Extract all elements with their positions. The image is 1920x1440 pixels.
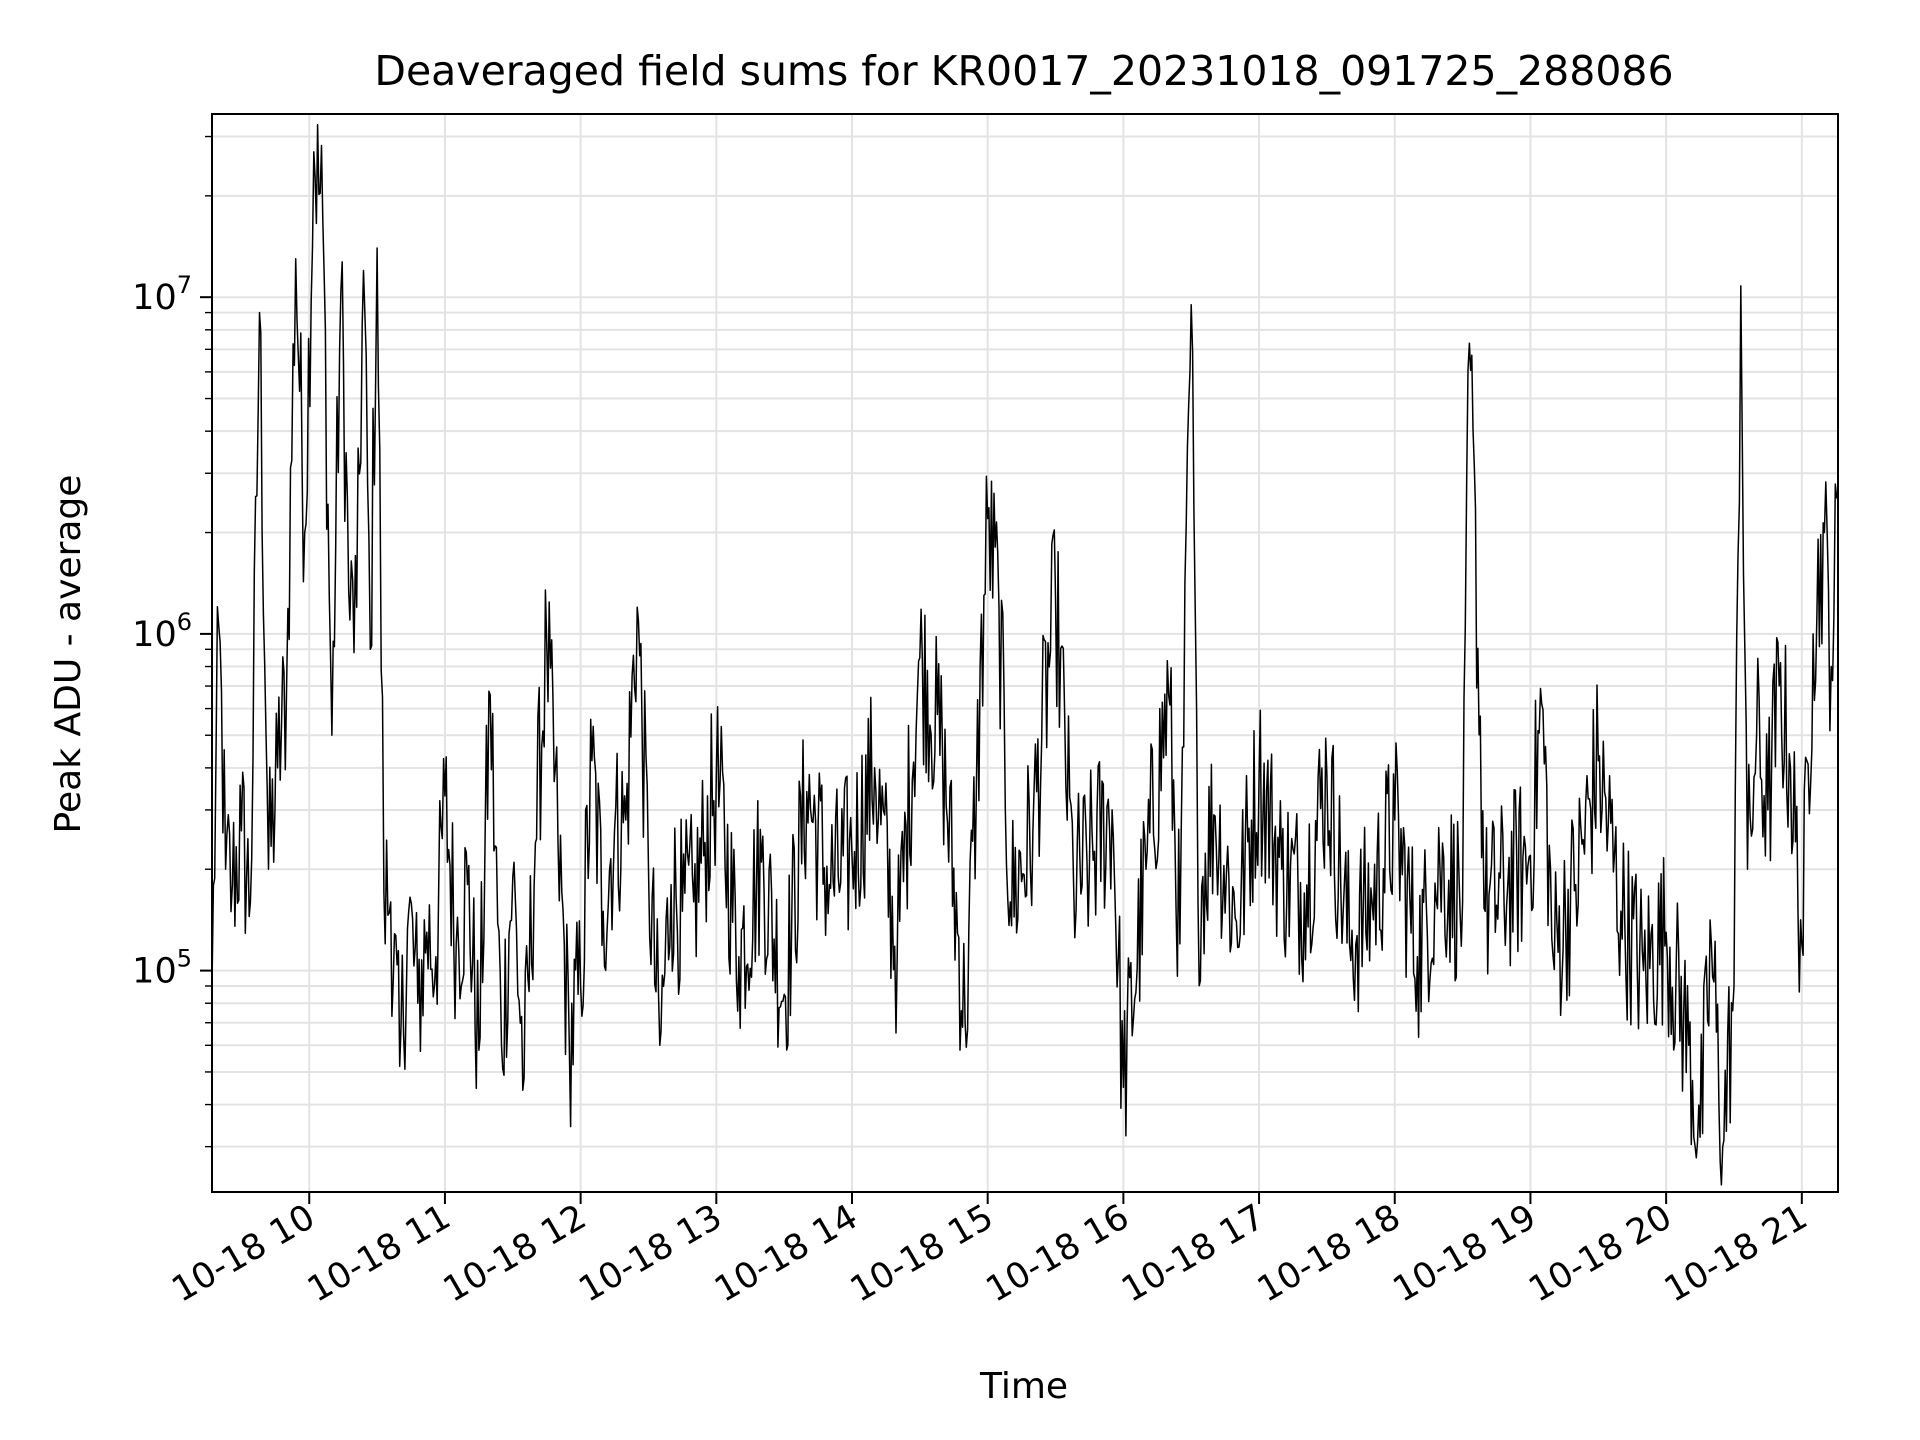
chart-title: Deaveraged field sums for KR0017_2023101… xyxy=(374,47,1673,95)
x-tick-label: 10-18 14 xyxy=(708,1197,864,1310)
x-tick-label: 10-18 20 xyxy=(1522,1197,1678,1310)
y-tick-label: 105 xyxy=(132,945,192,992)
x-tick-label: 10-18 13 xyxy=(573,1197,729,1310)
x-tick-label: 10-18 12 xyxy=(437,1197,593,1310)
x-tick-label: 10-18 16 xyxy=(980,1197,1136,1310)
x-axis-label: Time xyxy=(979,1366,1068,1407)
x-tick-label: 10-18 10 xyxy=(165,1197,321,1310)
y-tick-exponent: 6 xyxy=(177,608,192,636)
y-tick-base: 10 xyxy=(132,278,177,318)
x-tick-label: 10-18 15 xyxy=(844,1197,1000,1310)
x-tick-label: 10-18 18 xyxy=(1251,1197,1407,1310)
plot-frame xyxy=(211,113,1839,1193)
x-tick-label: 10-18 21 xyxy=(1658,1197,1814,1310)
y-tick-base: 10 xyxy=(132,615,177,655)
y-tick-exponent: 7 xyxy=(177,271,192,299)
grid-lines xyxy=(212,114,1838,1192)
y-tick-base: 10 xyxy=(132,952,177,992)
x-tick-label: 10-18 19 xyxy=(1387,1197,1543,1310)
x-tick-label: 10-18 17 xyxy=(1115,1197,1271,1310)
y-tick-label: 107 xyxy=(132,271,192,318)
x-tick-label: 10-18 11 xyxy=(301,1197,457,1310)
y-tick-label: 106 xyxy=(132,608,192,655)
y-tick-exponent: 5 xyxy=(177,945,192,973)
series-line xyxy=(211,124,1839,1186)
y-axis-label: Peak ADU - average xyxy=(48,475,89,834)
